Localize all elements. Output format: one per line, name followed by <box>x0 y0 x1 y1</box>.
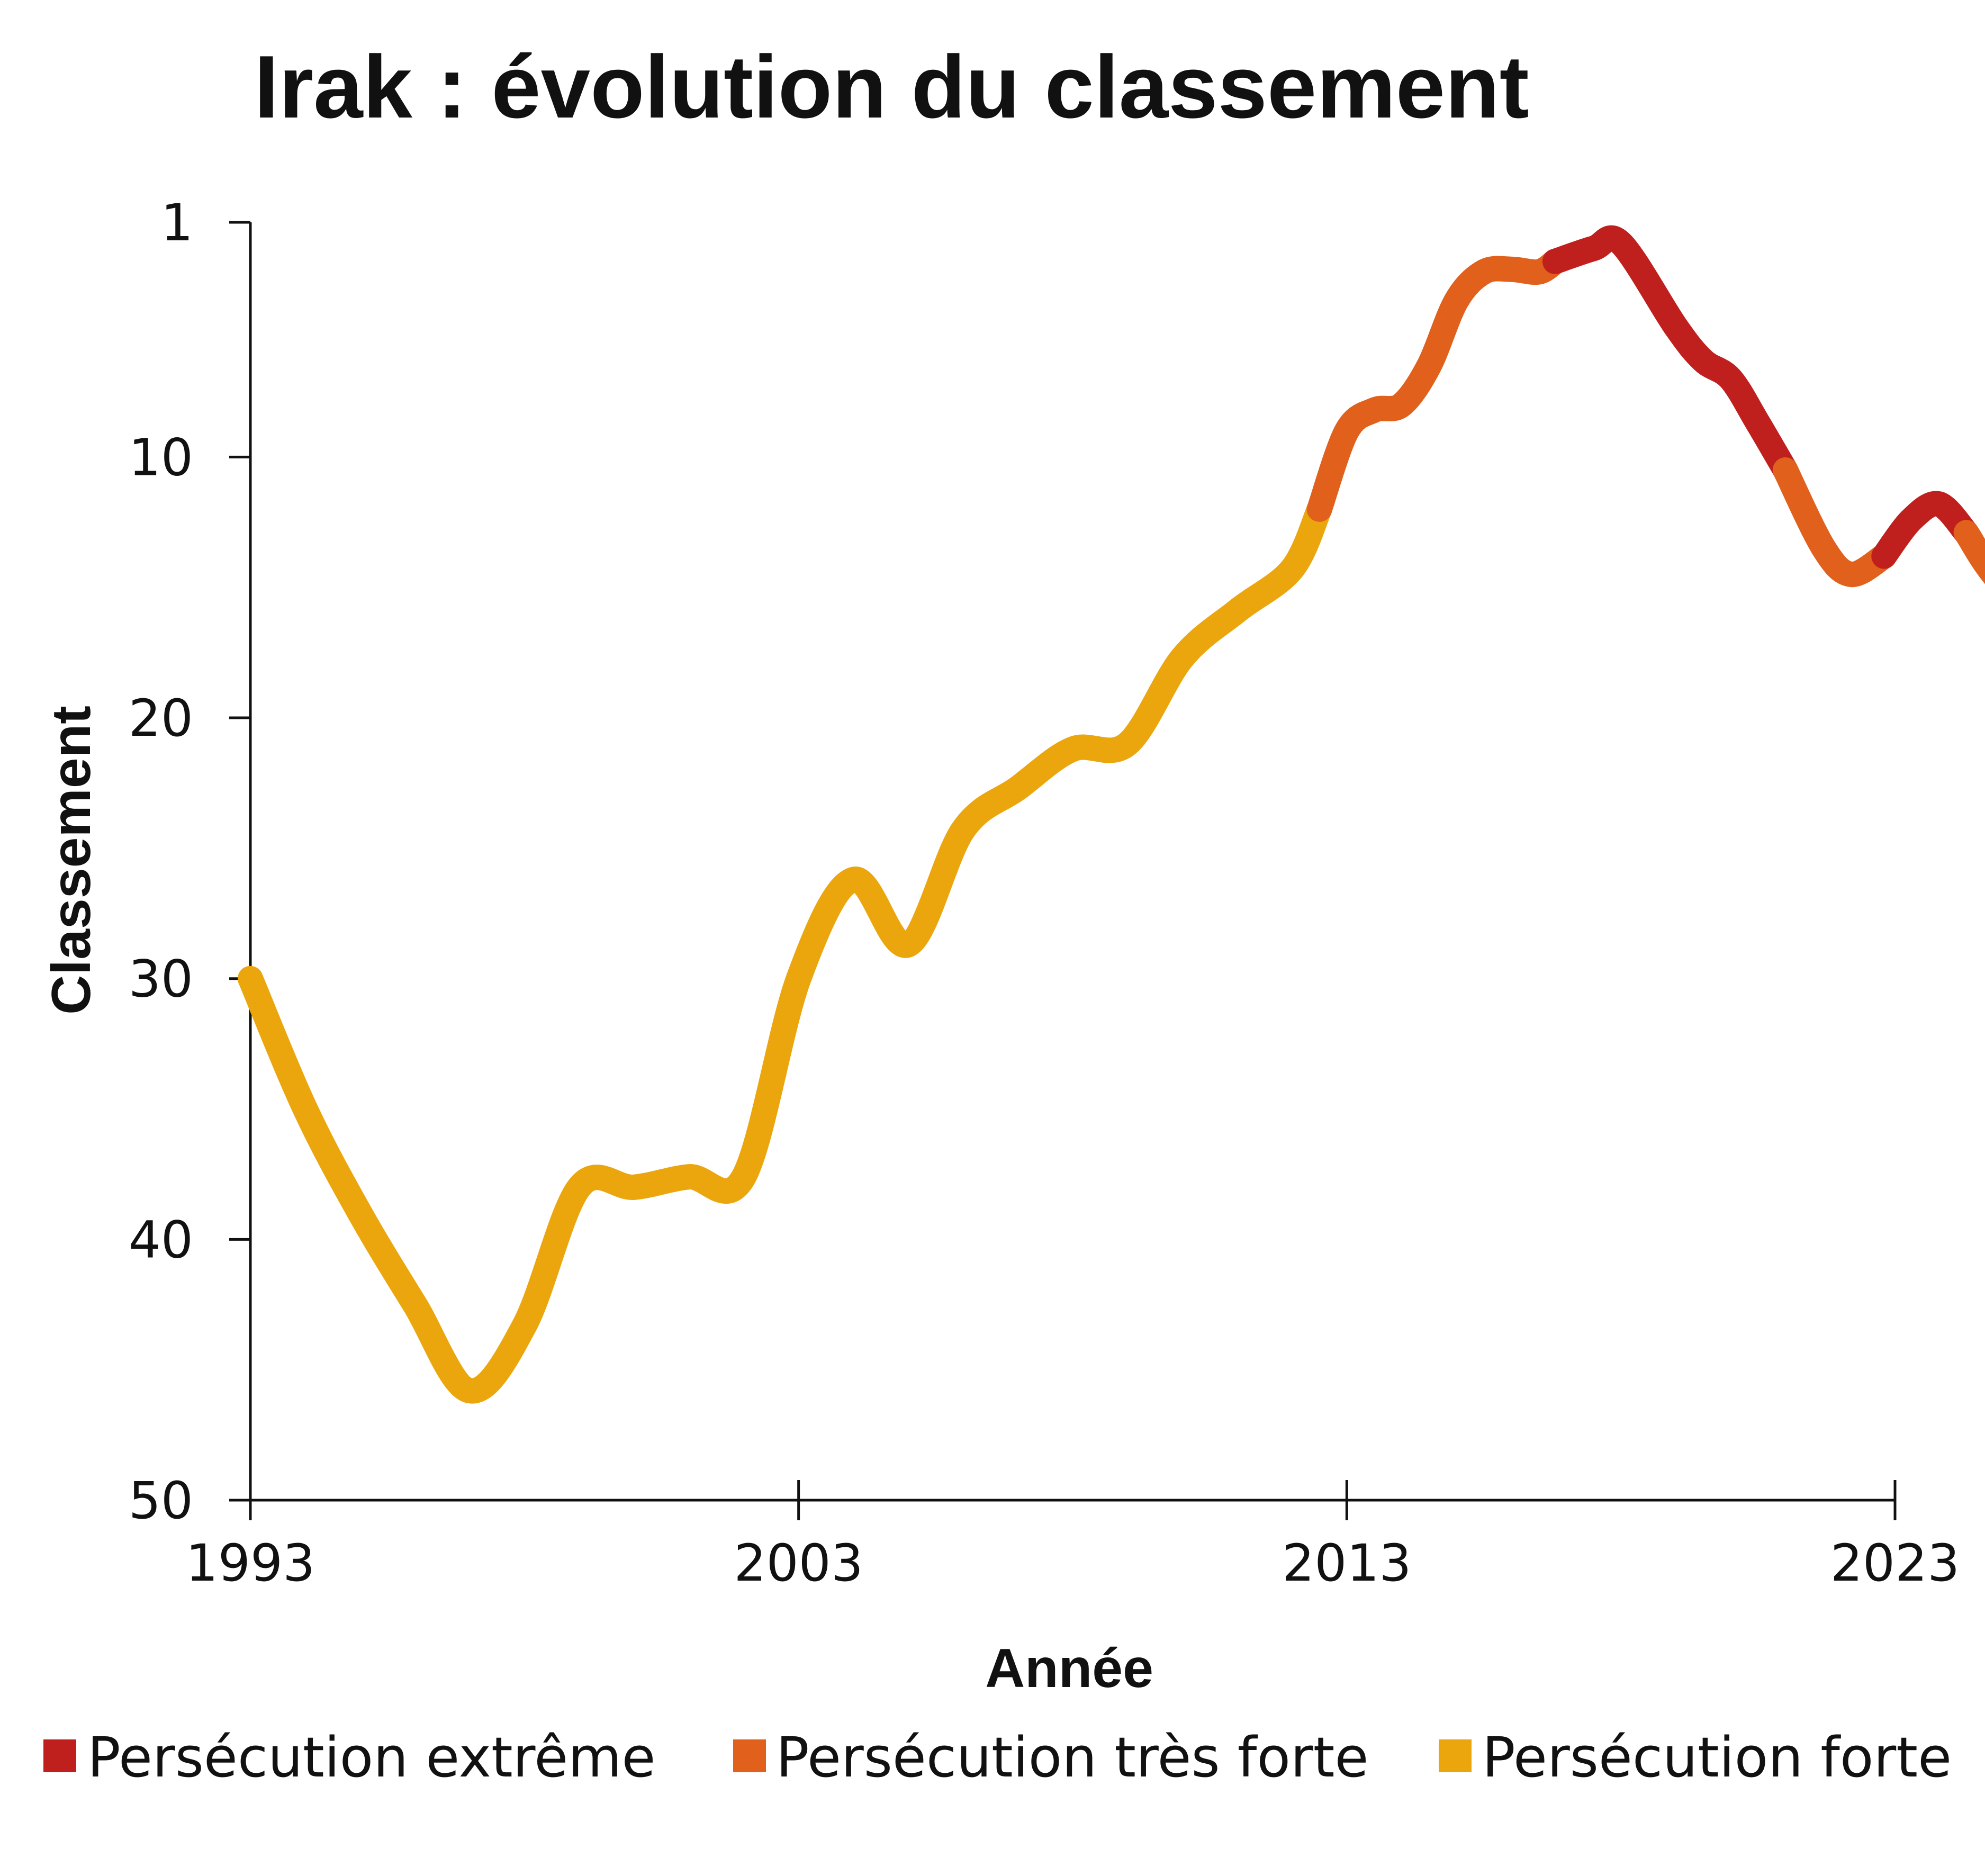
x-tick-label: 1993 <box>186 1534 315 1593</box>
x-ticks: 1993 2003 2013 2023 <box>186 1480 1960 1593</box>
series-line-tres-forte-segment-2 <box>1306 248 1568 522</box>
x-axis-label: Année <box>985 1638 1153 1699</box>
legend: Persécution extrême Persécution très for… <box>43 1725 1952 1790</box>
legend-label-tres-forte: Persécution très forte <box>776 1725 1369 1790</box>
series-line-extreme-segment-3 <box>1542 225 1798 483</box>
y-axis-label: Classement <box>41 706 102 1015</box>
series-line-forte-segment-1 <box>238 496 1332 1404</box>
series-line-extreme-segment-5 <box>1871 491 1979 569</box>
y-tick-label: 50 <box>129 1471 193 1530</box>
x-tick-label: 2003 <box>734 1534 863 1593</box>
series-line-tres-forte-segment-4 <box>1772 457 1897 588</box>
x-tick-label: 2013 <box>1282 1534 1411 1593</box>
y-tick-label: 1 <box>161 193 193 252</box>
x-tick-label: 2023 <box>1830 1534 1960 1593</box>
series-line-tres-forte-segment-6 <box>1953 520 1985 584</box>
legend-swatch-extreme <box>43 1739 76 1772</box>
legend-swatch-forte <box>1439 1739 1472 1772</box>
axes <box>249 222 1895 1502</box>
y-tick-label: 20 <box>129 689 193 748</box>
series-layer <box>238 225 1985 1404</box>
y-tick-label: 40 <box>129 1210 193 1269</box>
chart-title: Irak : évolution du classement <box>254 37 1529 137</box>
legend-label-forte: Persécution forte <box>1482 1725 1952 1790</box>
y-tick-label: 10 <box>129 428 193 487</box>
legend-swatch-tres-forte <box>733 1739 766 1772</box>
y-ticks: 1 10 20 30 40 50 <box>129 193 250 1530</box>
legend-label-extreme: Persécution extrême <box>87 1725 656 1790</box>
y-tick-label: 30 <box>129 950 193 1009</box>
